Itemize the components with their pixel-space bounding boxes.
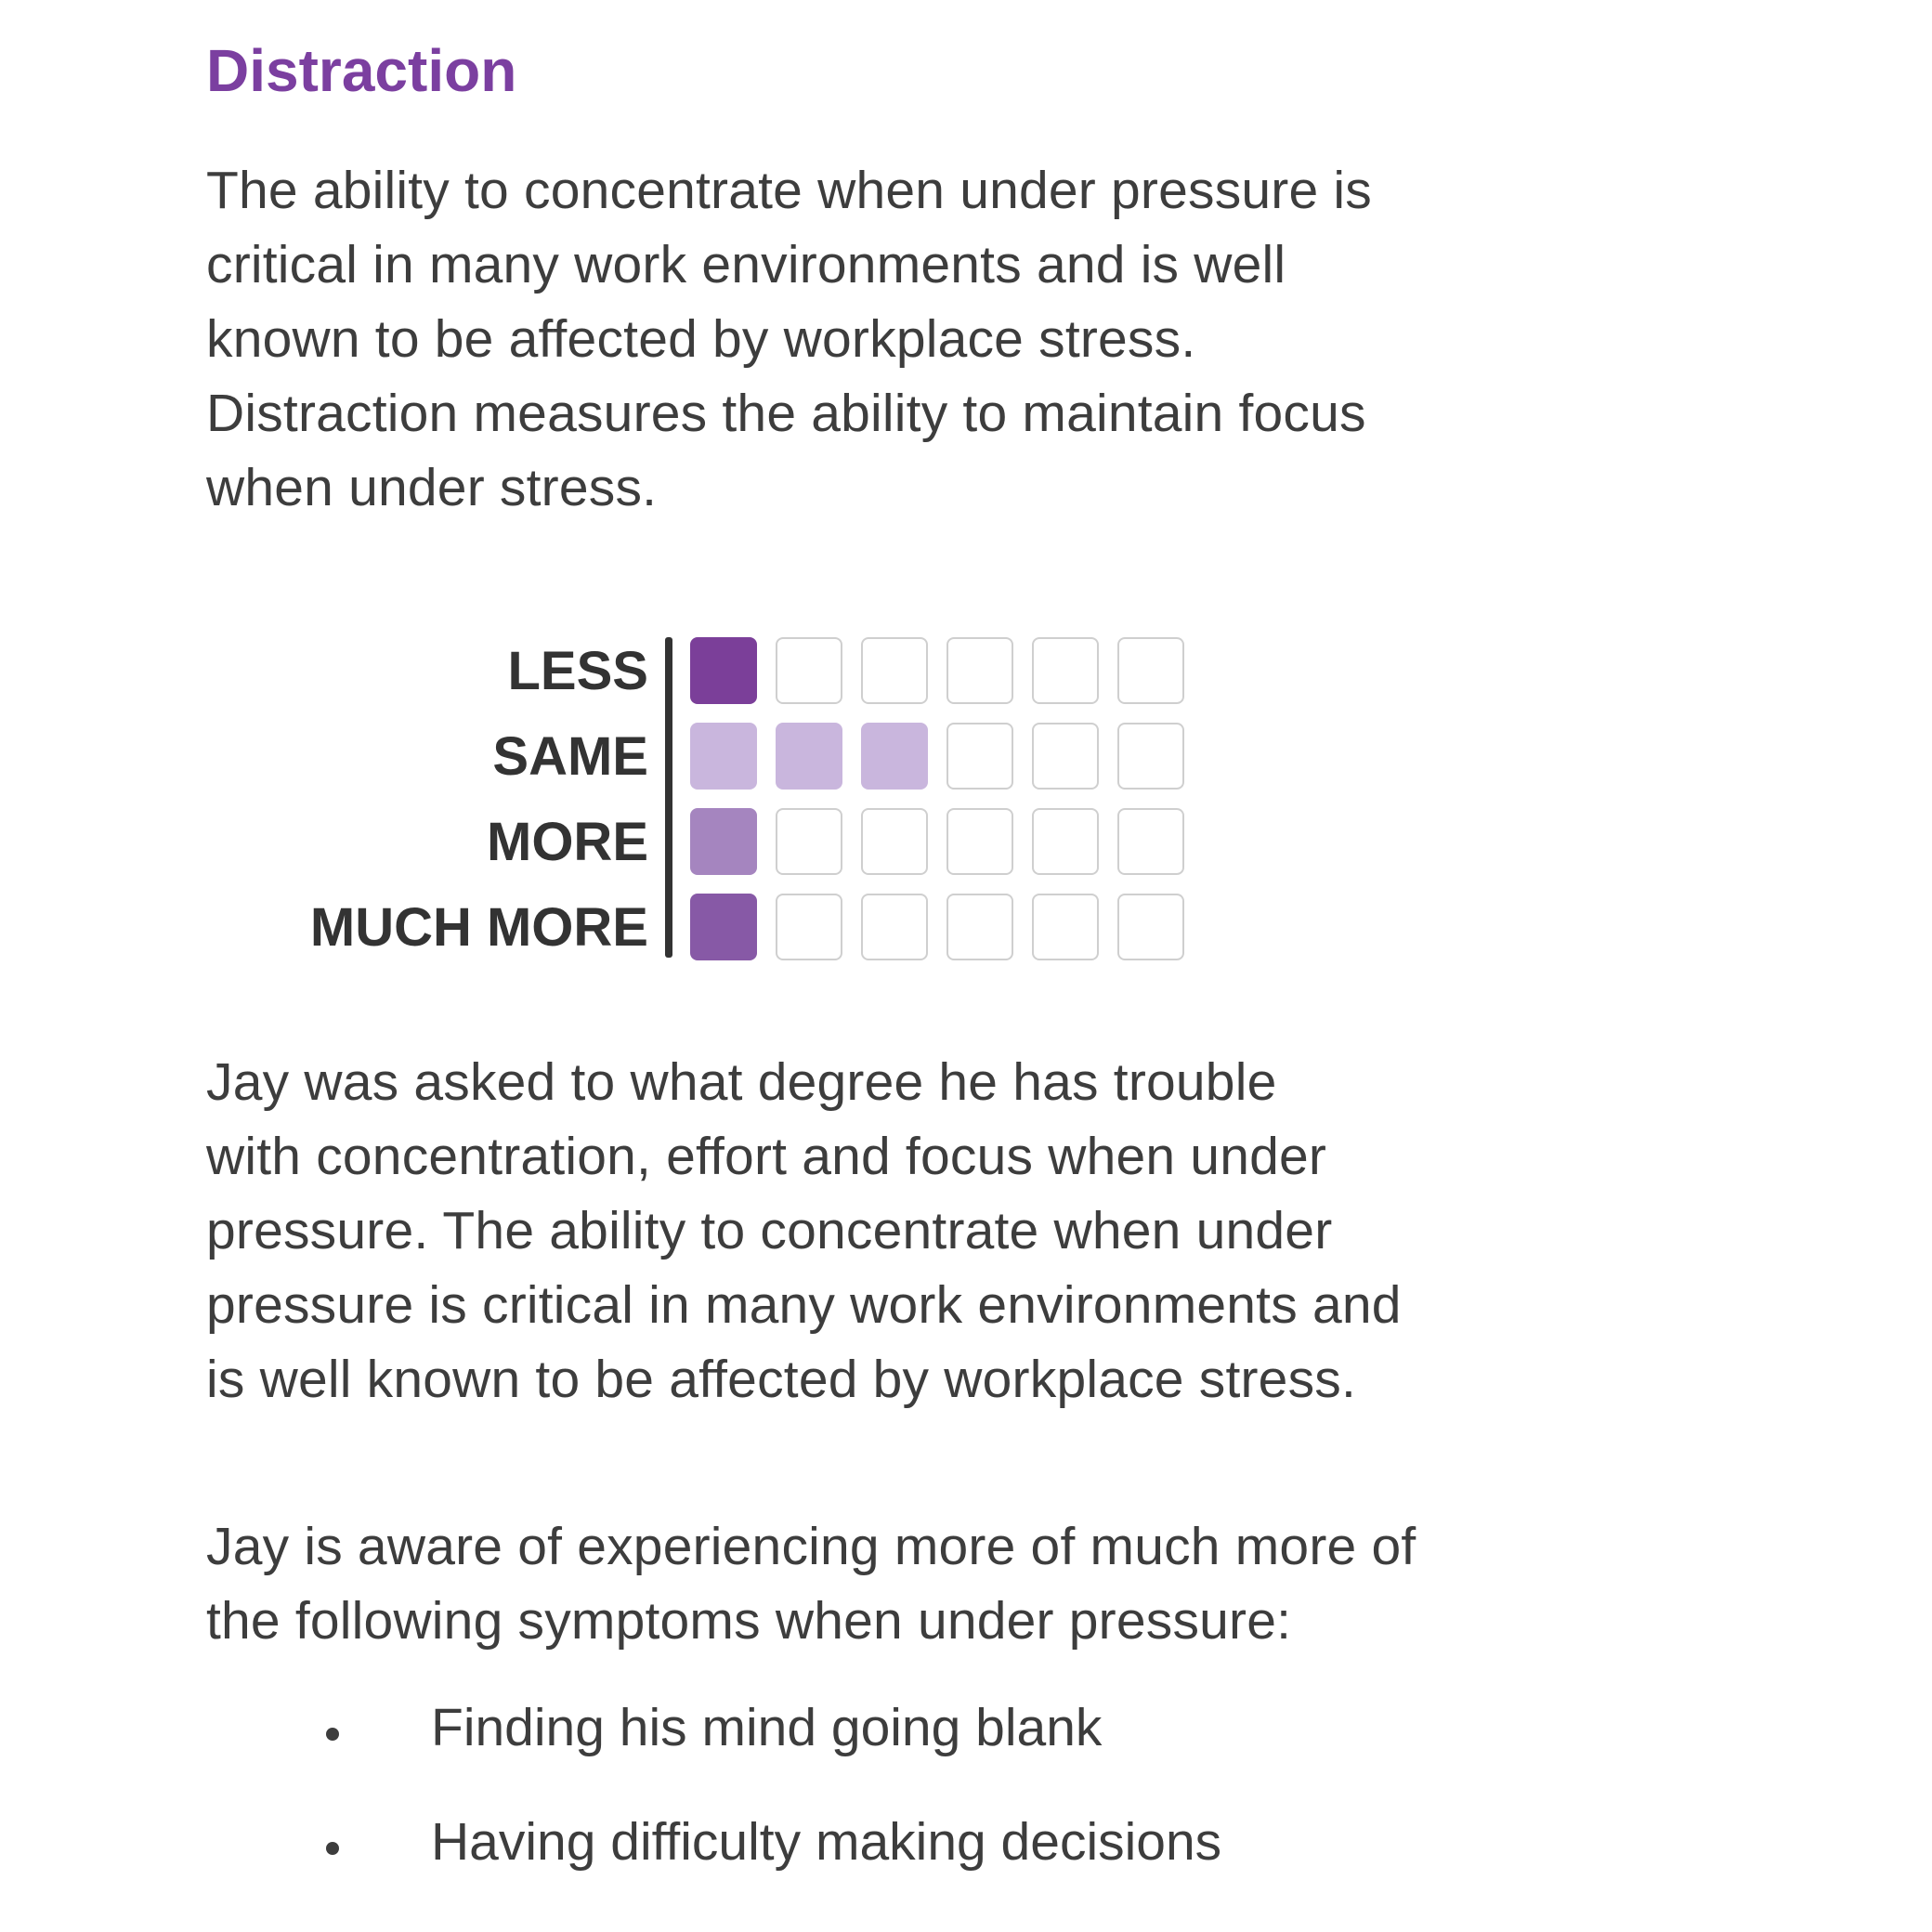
row-label: MUCH MORE [309,897,648,958]
empty-cell [1117,808,1184,875]
symptoms-intro-line: the following symptoms when under pressu… [206,1591,1292,1651]
assessment-line: pressure is critical in many work enviro… [206,1275,1402,1335]
empty-cell [1032,637,1099,704]
intro-line: The ability to concentrate when under pr… [206,161,1372,220]
empty-cell [861,637,928,704]
empty-cell [1032,723,1099,790]
empty-cell [861,808,928,875]
symptoms-intro-line: Jay is aware of experiencing more of muc… [206,1517,1416,1576]
filled-cell [690,637,757,704]
assessment-line: pressure. The ability to concentrate whe… [206,1201,1333,1260]
row-label: MORE [487,812,648,872]
bullet-dot-icon [326,1728,339,1741]
intro-line: critical in many work environments and i… [206,235,1286,294]
assessment-line: Jay was asked to what degree he has trou… [206,1052,1277,1112]
symptom-text: Finding his mind going blank [431,1698,1103,1757]
empty-cell [946,808,1013,875]
empty-cell [1032,808,1099,875]
empty-cell [776,894,842,960]
symptom-text: Having difficulty making decisions [431,1812,1222,1872]
empty-cell [1117,637,1184,704]
empty-cell [1117,723,1184,790]
empty-cell [776,808,842,875]
empty-cell [861,894,928,960]
empty-cell [946,637,1013,704]
assessment-line: with concentration, effort and focus whe… [206,1127,1327,1186]
intro-line: known to be affected by workplace stress… [206,309,1196,369]
row-label: SAME [492,726,648,787]
filled-cell [690,808,757,875]
filled-cell [861,723,928,790]
empty-cell [946,894,1013,960]
empty-cell [776,637,842,704]
empty-cell [946,723,1013,790]
bullet-dot-icon [326,1842,339,1855]
empty-cell [1032,894,1099,960]
empty-cell [1117,894,1184,960]
intro-line: when under stress. [206,458,658,517]
assessment-paragraph: Jay was asked to what degree he has trou… [206,1045,1402,1416]
filled-cell [690,894,757,960]
intro-paragraph: The ability to concentrate when under pr… [206,153,1372,525]
symptoms-intro-paragraph: Jay is aware of experiencing more of muc… [206,1509,1416,1658]
assessment-line: is well known to be affected by workplac… [206,1350,1356,1409]
row-label: LESS [507,641,649,701]
chart-axis-line [665,637,672,958]
filled-cell [776,723,842,790]
intro-line: Distraction measures the ability to main… [206,384,1366,443]
section-title: Distraction [206,37,517,104]
filled-cell [690,723,757,790]
